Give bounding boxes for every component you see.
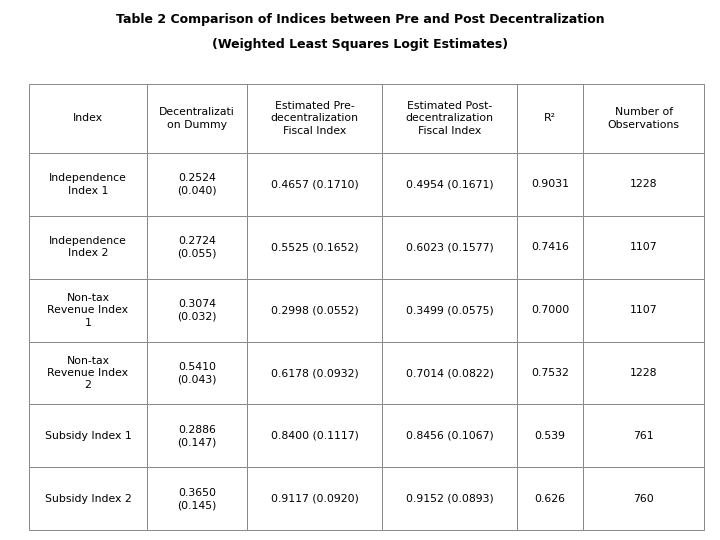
Bar [29, 468, 147, 530]
Text: 0.3650
(0.145): 0.3650 (0.145) [177, 488, 217, 510]
Bar [517, 153, 583, 216]
Text: 0.7000: 0.7000 [531, 305, 570, 315]
Text: 0.3074
(0.032): 0.3074 (0.032) [177, 299, 217, 321]
Text: Number of
Observations: Number of Observations [608, 107, 680, 130]
Bar [583, 84, 704, 153]
Text: 0.8456 (0.1067): 0.8456 (0.1067) [405, 431, 493, 441]
Text: Subsidy Index 1: Subsidy Index 1 [45, 431, 131, 441]
Text: (Weighted Least Squares Logit Estimates): (Weighted Least Squares Logit Estimates) [212, 38, 508, 51]
Bar [29, 342, 147, 404]
Text: 0.2524
(0.040): 0.2524 (0.040) [177, 173, 217, 195]
Bar [247, 404, 382, 468]
Text: 0.5410
(0.043): 0.5410 (0.043) [177, 362, 217, 384]
Text: Non-tax
Revenue Index
1: Non-tax Revenue Index 1 [48, 293, 128, 328]
Bar [382, 279, 517, 342]
Bar [583, 468, 704, 530]
Bar [247, 342, 382, 404]
Text: 761: 761 [634, 431, 654, 441]
Text: 1107: 1107 [630, 305, 657, 315]
Text: 0.539: 0.539 [535, 431, 566, 441]
Text: Index: Index [73, 113, 103, 123]
Text: 0.6023 (0.1577): 0.6023 (0.1577) [405, 242, 493, 252]
Bar [517, 279, 583, 342]
Text: 0.7532: 0.7532 [531, 368, 569, 378]
Text: Table 2 Comparison of Indices between Pre and Post Decentralization: Table 2 Comparison of Indices between Pr… [116, 14, 604, 26]
Text: Estimated Post-
decentralization
Fiscal Index: Estimated Post- decentralization Fiscal … [405, 101, 493, 136]
Bar [247, 84, 382, 153]
Text: 0.6178 (0.0932): 0.6178 (0.0932) [271, 368, 359, 378]
Bar [583, 404, 704, 468]
Text: 0.8400 (0.1117): 0.8400 (0.1117) [271, 431, 359, 441]
Bar [147, 153, 247, 216]
Bar [517, 342, 583, 404]
Bar [382, 84, 517, 153]
Text: 0.4954 (0.1671): 0.4954 (0.1671) [406, 179, 493, 190]
Text: Non-tax
Revenue Index
2: Non-tax Revenue Index 2 [48, 356, 128, 390]
Text: 0.626: 0.626 [535, 494, 566, 504]
Bar [147, 468, 247, 530]
Bar [382, 153, 517, 216]
Text: Independence
Index 2: Independence Index 2 [49, 236, 127, 259]
Text: 0.2998 (0.0552): 0.2998 (0.0552) [271, 305, 359, 315]
Bar [247, 468, 382, 530]
Text: 0.2724
(0.055): 0.2724 (0.055) [177, 236, 217, 259]
Bar [583, 216, 704, 279]
Text: Subsidy Index 2: Subsidy Index 2 [45, 494, 131, 504]
Text: R²: R² [544, 113, 556, 123]
Bar [583, 153, 704, 216]
Text: 0.2886
(0.147): 0.2886 (0.147) [177, 425, 217, 447]
Text: 0.7416: 0.7416 [531, 242, 569, 252]
Bar [147, 279, 247, 342]
Text: 0.5525 (0.1652): 0.5525 (0.1652) [271, 242, 359, 252]
Text: Estimated Pre-
decentralization
Fiscal Index: Estimated Pre- decentralization Fiscal I… [271, 101, 359, 136]
Text: 0.3499 (0.0575): 0.3499 (0.0575) [405, 305, 493, 315]
Bar [29, 404, 147, 468]
Text: 1228: 1228 [630, 179, 657, 190]
Text: 0.9031: 0.9031 [531, 179, 570, 190]
Text: 1107: 1107 [630, 242, 657, 252]
Bar [29, 216, 147, 279]
Text: 1228: 1228 [630, 368, 657, 378]
Bar [29, 279, 147, 342]
Bar [247, 153, 382, 216]
Bar [147, 216, 247, 279]
Text: Decentralizati
on Dummy: Decentralizati on Dummy [159, 107, 235, 130]
Bar [517, 404, 583, 468]
Bar [247, 279, 382, 342]
Text: 760: 760 [634, 494, 654, 504]
Bar [382, 216, 517, 279]
Text: 0.7014 (0.0822): 0.7014 (0.0822) [405, 368, 493, 378]
Bar [247, 216, 382, 279]
Bar [517, 216, 583, 279]
Bar [517, 468, 583, 530]
Text: 0.4657 (0.1710): 0.4657 (0.1710) [271, 179, 359, 190]
Bar [517, 84, 583, 153]
Text: 0.9152 (0.0893): 0.9152 (0.0893) [405, 494, 493, 504]
Text: 0.9117 (0.0920): 0.9117 (0.0920) [271, 494, 359, 504]
Bar [147, 84, 247, 153]
Bar [147, 404, 247, 468]
Bar [583, 279, 704, 342]
Text: Independence
Index 1: Independence Index 1 [49, 173, 127, 195]
Bar [29, 153, 147, 216]
Bar [382, 468, 517, 530]
Bar [29, 84, 147, 153]
Bar [382, 342, 517, 404]
Bar [382, 404, 517, 468]
Bar [147, 342, 247, 404]
Bar [583, 342, 704, 404]
